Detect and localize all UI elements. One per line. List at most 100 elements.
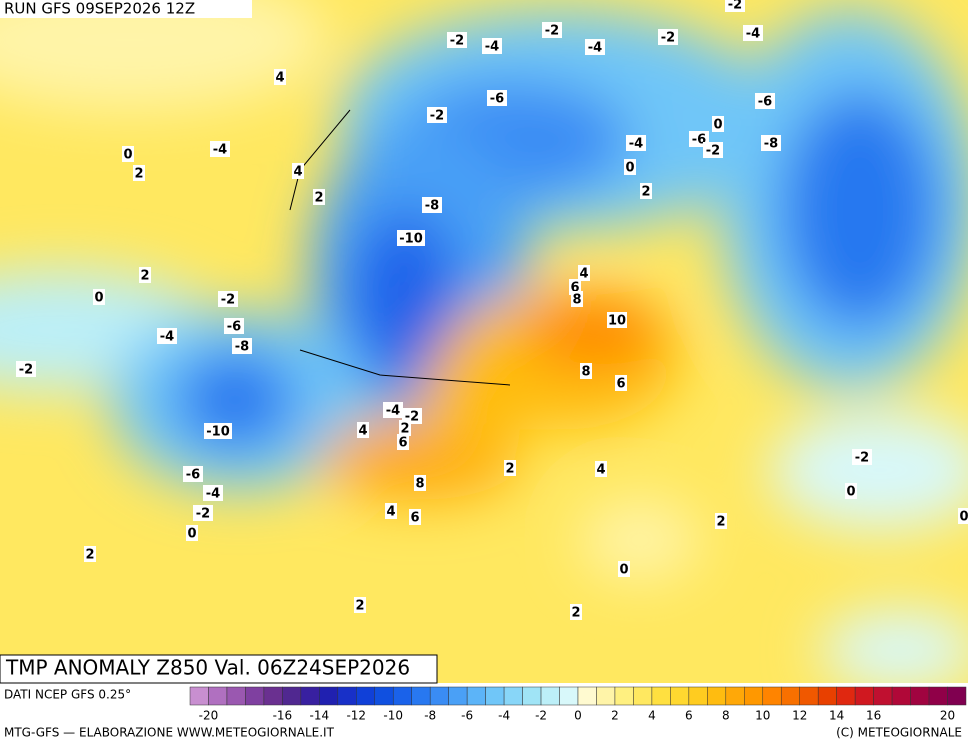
contour-label: -2	[430, 109, 444, 124]
colorbar-swatch	[466, 686, 486, 706]
contour-label: 0	[713, 118, 722, 133]
colorbar-swatch	[540, 686, 560, 706]
label-box	[218, 291, 238, 307]
contour-label: -6	[186, 468, 200, 483]
contour-label: -2	[706, 144, 720, 159]
contour-label: 0	[625, 161, 634, 176]
label-box	[447, 32, 467, 48]
contour-label: 4	[293, 165, 302, 180]
source-label: DATI NCEP GFS 0.25°	[4, 688, 131, 702]
contour-label: 2	[85, 548, 94, 563]
contour-label: 0	[187, 527, 196, 542]
contour-label: 2	[505, 462, 514, 477]
label-box	[139, 267, 151, 283]
label-box	[385, 503, 397, 519]
contour-label: -6	[692, 133, 706, 148]
contour-label: -4	[160, 330, 174, 345]
contour-label: 2	[571, 606, 580, 621]
label-box	[204, 423, 232, 439]
label-box	[703, 142, 723, 158]
label-box	[626, 135, 646, 151]
colorbar-swatch	[910, 686, 930, 706]
contour-label: 4	[579, 267, 588, 282]
label-box	[224, 318, 244, 334]
colorbar-swatch	[577, 686, 597, 706]
colorbar-swatch	[319, 686, 339, 706]
colorbar-tick-label: 0	[574, 709, 582, 723]
contour-label: 0	[94, 291, 103, 306]
colorbar-swatch	[429, 686, 449, 706]
label-box	[571, 291, 583, 307]
contour-label: -2	[855, 451, 869, 466]
label-box	[427, 107, 447, 123]
label-box	[383, 402, 403, 418]
contour-label: 4	[358, 424, 367, 439]
label-box	[658, 29, 678, 45]
label-box	[618, 561, 630, 577]
run-label: RUN GFS 09SEP2026 12Z	[4, 0, 195, 18]
label-box	[504, 460, 516, 476]
copyright-label: (C) METEOGIORNALE	[836, 726, 962, 740]
label-box	[193, 505, 213, 521]
colorbar-swatch	[947, 686, 967, 706]
contour-label: 2	[400, 422, 409, 437]
contour-label: 8	[581, 365, 590, 380]
colorbar-swatch	[836, 686, 856, 706]
colorbar-swatch	[725, 686, 745, 706]
colorbar-swatch	[780, 686, 800, 706]
contour-label: -4	[485, 40, 499, 55]
contour-label: -4	[206, 487, 220, 502]
contour-label: -6	[227, 320, 241, 335]
colorbar-swatch	[762, 686, 782, 706]
contour-label: -10	[206, 425, 230, 440]
colorbar-tick-label: 6	[685, 709, 693, 723]
contour-label: -4	[629, 137, 643, 152]
colorbar-swatch	[356, 686, 376, 706]
contour-label: 4	[596, 463, 605, 478]
label-box	[16, 361, 36, 377]
label-box	[397, 434, 409, 450]
colorbar-swatch	[485, 686, 505, 706]
label-box	[397, 230, 425, 246]
label-box	[725, 0, 745, 12]
colorbar-tick-label: 8	[722, 709, 730, 723]
label-box	[482, 38, 502, 54]
colorbar-swatch	[226, 686, 246, 706]
contour-label: -4	[588, 41, 602, 56]
contour-label: 0	[619, 563, 628, 578]
colorbar-tick-label: 20	[940, 709, 955, 723]
colorbar-tick-label: 16	[866, 709, 881, 723]
label-box	[761, 135, 781, 151]
label-box	[624, 159, 636, 175]
colorbar-swatch	[392, 686, 412, 706]
label-box	[542, 22, 562, 38]
label-box	[743, 25, 763, 41]
label-box	[84, 546, 96, 562]
colorbar-swatch	[707, 686, 727, 706]
label-box	[357, 422, 369, 438]
label-box	[845, 483, 857, 499]
contour-label: -6	[490, 92, 504, 107]
colorbar-swatch	[799, 686, 819, 706]
label-box	[313, 189, 325, 205]
label-box	[93, 289, 105, 305]
contour-label: -8	[764, 137, 778, 152]
label-box	[133, 165, 145, 181]
colorbar-swatch	[448, 686, 468, 706]
colorbar-swatch	[891, 686, 911, 706]
colorbar-tick-label: 14	[829, 709, 844, 723]
label-box	[712, 116, 724, 132]
header-box	[0, 0, 252, 18]
contour-label: 0	[959, 510, 968, 525]
contour-label: -2	[221, 293, 235, 308]
contour-label: -2	[545, 24, 559, 39]
contour-label: 6	[398, 436, 407, 451]
contour-label: 4	[275, 71, 284, 86]
label-box	[715, 513, 727, 529]
map-field	[0, 0, 968, 683]
colorbar-swatch	[337, 686, 357, 706]
label-box	[274, 69, 286, 85]
contour-label: -2	[728, 0, 742, 13]
